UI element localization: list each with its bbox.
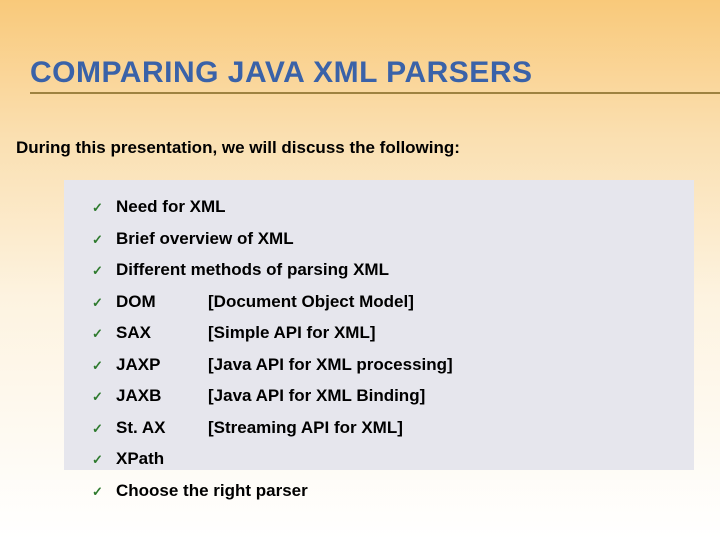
item-label: DOM[Document Object Model] bbox=[116, 289, 414, 315]
check-icon: ✓ bbox=[92, 356, 116, 376]
check-icon: ✓ bbox=[92, 324, 116, 344]
item-expansion: [Document Object Model] bbox=[208, 292, 414, 311]
item-abbr: St. AX bbox=[116, 415, 208, 441]
check-icon: ✓ bbox=[92, 198, 116, 218]
item-expansion: [Java API for XML processing] bbox=[208, 355, 453, 374]
list-item: ✓SAX[Simple API for XML] bbox=[92, 320, 674, 346]
list-item: ✓Brief overview of XML bbox=[92, 226, 674, 252]
slide-title-wrap: COMPARING JAVA XML PARSERS bbox=[30, 56, 720, 90]
topics-box: ✓Need for XML✓Brief overview of XML✓Diff… bbox=[64, 180, 694, 470]
list-item: ✓XPath bbox=[92, 446, 674, 472]
item-label: Different methods of parsing XML bbox=[116, 257, 389, 283]
list-item: ✓DOM[Document Object Model] bbox=[92, 289, 674, 315]
item-label: SAX[Simple API for XML] bbox=[116, 320, 376, 346]
check-icon: ✓ bbox=[92, 261, 116, 281]
check-icon: ✓ bbox=[92, 230, 116, 250]
check-icon: ✓ bbox=[92, 419, 116, 439]
item-expansion: [Simple API for XML] bbox=[208, 323, 376, 342]
check-icon: ✓ bbox=[92, 293, 116, 313]
list-item: ✓St. AX[Streaming API for XML] bbox=[92, 415, 674, 441]
item-label: JAXB[Java API for XML Binding] bbox=[116, 383, 425, 409]
item-label: JAXP[Java API for XML processing] bbox=[116, 352, 453, 378]
item-abbr: SAX bbox=[116, 320, 208, 346]
title-underline bbox=[30, 92, 720, 94]
item-abbr: JAXP bbox=[116, 352, 208, 378]
item-label: Need for XML bbox=[116, 194, 226, 220]
list-item: ✓JAXB[Java API for XML Binding] bbox=[92, 383, 674, 409]
check-icon: ✓ bbox=[92, 482, 116, 502]
list-item: ✓Need for XML bbox=[92, 194, 674, 220]
slide-title: COMPARING JAVA XML PARSERS bbox=[30, 56, 541, 90]
item-label: Brief overview of XML bbox=[116, 226, 294, 252]
item-label: XPath bbox=[116, 446, 164, 472]
list-item: ✓JAXP[Java API for XML processing] bbox=[92, 352, 674, 378]
item-label: St. AX[Streaming API for XML] bbox=[116, 415, 403, 441]
list-item: ✓Different methods of parsing XML bbox=[92, 257, 674, 283]
check-icon: ✓ bbox=[92, 387, 116, 407]
item-abbr: JAXB bbox=[116, 383, 208, 409]
list-item: ✓Choose the right parser bbox=[92, 478, 674, 504]
item-abbr: DOM bbox=[116, 289, 208, 315]
item-label: Choose the right parser bbox=[116, 478, 308, 504]
item-expansion: [Java API for XML Binding] bbox=[208, 386, 425, 405]
item-expansion: [Streaming API for XML] bbox=[208, 418, 403, 437]
intro-text: During this presentation, we will discus… bbox=[16, 138, 460, 158]
check-icon: ✓ bbox=[92, 450, 116, 470]
